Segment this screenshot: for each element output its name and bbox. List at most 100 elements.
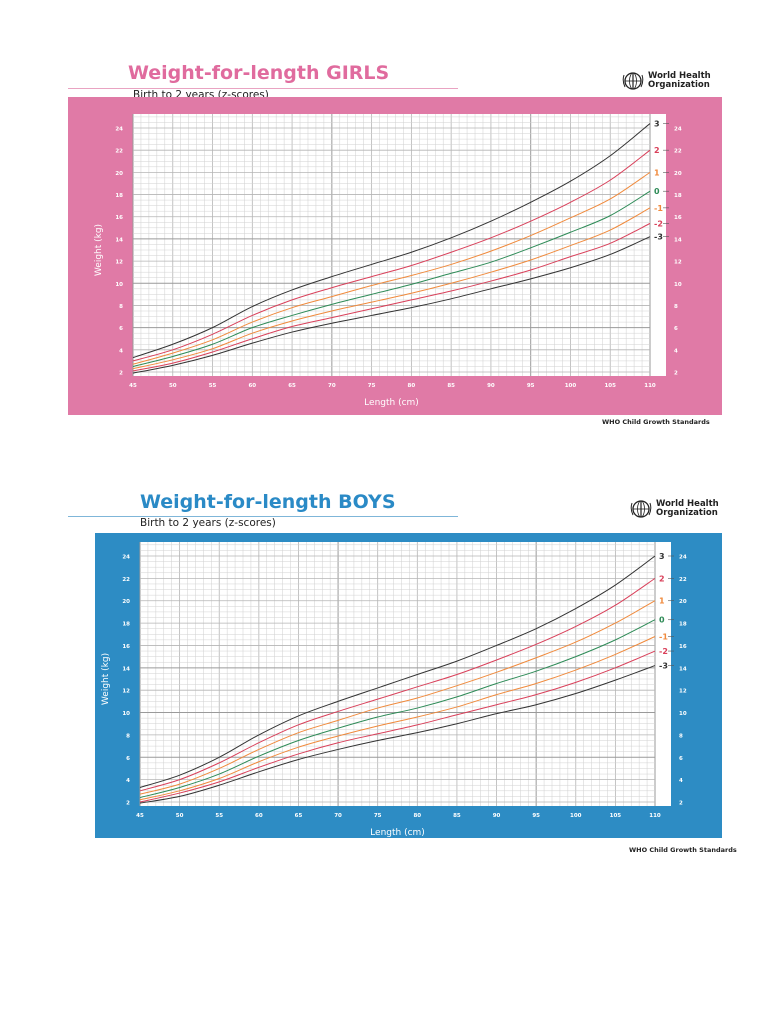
x-tick: 80 bbox=[413, 813, 421, 819]
curve-z-3 bbox=[132, 236, 651, 374]
y-tick-right: 24 bbox=[674, 127, 682, 133]
grid bbox=[132, 114, 651, 376]
plot-area bbox=[140, 542, 671, 806]
y-tick-right: 4 bbox=[674, 348, 678, 354]
y-tick-left: 22 bbox=[115, 149, 123, 155]
z-label--2: -2 bbox=[659, 647, 668, 656]
boys-chart-panel: 2 2 4 4 6 6 8 8 10 10 12 12 14 14 16 16 18 18 20 20 22 22 24 24… bbox=[95, 533, 722, 838]
boys-who-logo: World Health Organization bbox=[630, 499, 719, 519]
y-tick-left: 18 bbox=[115, 193, 123, 199]
y-tick-left: 16 bbox=[115, 215, 123, 221]
y-tick-left: 14 bbox=[115, 237, 123, 243]
y-tick-right: 18 bbox=[674, 193, 682, 199]
x-tick: 90 bbox=[487, 383, 495, 389]
y-tick-left: 10 bbox=[115, 282, 123, 288]
z-label--3: -3 bbox=[659, 662, 668, 671]
y-tick-left: 24 bbox=[115, 127, 123, 133]
y-tick-left: 24 bbox=[122, 555, 130, 561]
z-label--3: -3 bbox=[654, 233, 663, 242]
y-tick-right: 2 bbox=[679, 801, 683, 807]
y-tick-left: 12 bbox=[122, 689, 130, 695]
z-label-2: 2 bbox=[654, 146, 660, 155]
who-name-line2: Organization bbox=[656, 508, 718, 518]
curve-z-2 bbox=[132, 222, 651, 372]
z-label-1: 1 bbox=[659, 597, 665, 606]
curve-z-1 bbox=[139, 636, 656, 801]
z-label-3: 3 bbox=[659, 552, 665, 561]
y-tick-right: 8 bbox=[674, 304, 678, 310]
z-label--1: -1 bbox=[659, 633, 668, 642]
x-tick: 45 bbox=[136, 813, 144, 819]
y-tick-left: 16 bbox=[122, 644, 130, 650]
boys-chart-title: Weight-for-length BOYS bbox=[140, 491, 396, 513]
y-tick-left: 8 bbox=[126, 733, 130, 739]
x-tick: 55 bbox=[209, 383, 217, 389]
x-tick: 105 bbox=[604, 383, 616, 389]
y-tick-left: 14 bbox=[122, 666, 130, 672]
y-tick-right: 14 bbox=[679, 666, 687, 672]
y-tick-right: 22 bbox=[679, 577, 687, 583]
curve-z0 bbox=[132, 190, 651, 367]
y-tick-right: 12 bbox=[679, 689, 687, 695]
x-tick: 95 bbox=[527, 383, 535, 389]
z-label--1: -1 bbox=[654, 204, 663, 213]
z-label-1: 1 bbox=[654, 168, 660, 177]
y-tick-left: 18 bbox=[122, 622, 130, 628]
curve-z-3 bbox=[139, 665, 656, 804]
z-score-curves bbox=[132, 123, 651, 374]
x-tick: 45 bbox=[129, 383, 137, 389]
y-tick-left: 10 bbox=[122, 711, 130, 717]
y-tick-right: 20 bbox=[679, 599, 687, 605]
y-tick-right: 14 bbox=[674, 237, 682, 243]
x-tick: 55 bbox=[215, 813, 223, 819]
z-label-3: 3 bbox=[654, 120, 660, 129]
who-name-line1: World Health bbox=[656, 499, 719, 509]
y-tick-right: 22 bbox=[674, 149, 682, 155]
girls-chart-panel: 2 2 4 4 6 6 8 8 10 10 12 12 14 14 16 16 18 18 20 20 22 22 24 24… bbox=[68, 97, 722, 415]
x-axis-title: Length (cm) bbox=[364, 398, 419, 408]
curve-z-1 bbox=[132, 207, 651, 370]
boys-chart-subtitle: Birth to 2 years (z-scores) bbox=[140, 517, 276, 529]
x-tick: 65 bbox=[288, 383, 296, 389]
plot-area bbox=[133, 114, 666, 376]
y-tick-right: 16 bbox=[674, 215, 682, 221]
x-tick: 90 bbox=[493, 813, 501, 819]
x-tick: 60 bbox=[248, 383, 256, 389]
who-emblem-icon bbox=[630, 500, 652, 518]
who-name-line2: Organization bbox=[648, 80, 710, 90]
x-tick: 75 bbox=[374, 813, 382, 819]
z-label-0: 0 bbox=[659, 616, 665, 625]
girls-who-logo: World Health Organization bbox=[622, 71, 711, 91]
who-name-line1: World Health bbox=[648, 71, 711, 81]
y-tick-right: 18 bbox=[679, 622, 687, 628]
y-tick-left: 6 bbox=[126, 756, 130, 762]
y-tick-right: 20 bbox=[674, 171, 682, 177]
curve-z2 bbox=[139, 577, 656, 792]
y-tick-left: 4 bbox=[126, 778, 130, 784]
curve-z0 bbox=[139, 619, 656, 799]
x-axis-title: Length (cm) bbox=[370, 828, 425, 838]
x-tick: 80 bbox=[408, 383, 416, 389]
y-tick-right: 8 bbox=[679, 733, 683, 739]
x-tick: 100 bbox=[565, 383, 577, 389]
x-tick: 70 bbox=[328, 383, 336, 389]
y-tick-left: 8 bbox=[119, 304, 123, 310]
y-tick-left: 2 bbox=[126, 801, 130, 807]
y-tick-right: 12 bbox=[674, 260, 682, 266]
x-tick: 50 bbox=[169, 383, 177, 389]
y-tick-left: 2 bbox=[119, 371, 123, 377]
x-tick: 70 bbox=[334, 813, 342, 819]
y-tick-right: 24 bbox=[679, 555, 687, 561]
curve-z-2 bbox=[139, 650, 656, 803]
y-tick-left: 12 bbox=[115, 260, 123, 266]
y-tick-right: 6 bbox=[674, 326, 678, 332]
y-tick-left: 20 bbox=[122, 599, 130, 605]
curve-z3 bbox=[132, 123, 651, 359]
girls-title-rule bbox=[68, 88, 458, 89]
x-tick: 105 bbox=[610, 813, 622, 819]
x-tick: 110 bbox=[644, 383, 656, 389]
y-tick-right: 2 bbox=[674, 371, 678, 377]
y-tick-right: 10 bbox=[674, 282, 682, 288]
z-label-0: 0 bbox=[654, 187, 660, 196]
